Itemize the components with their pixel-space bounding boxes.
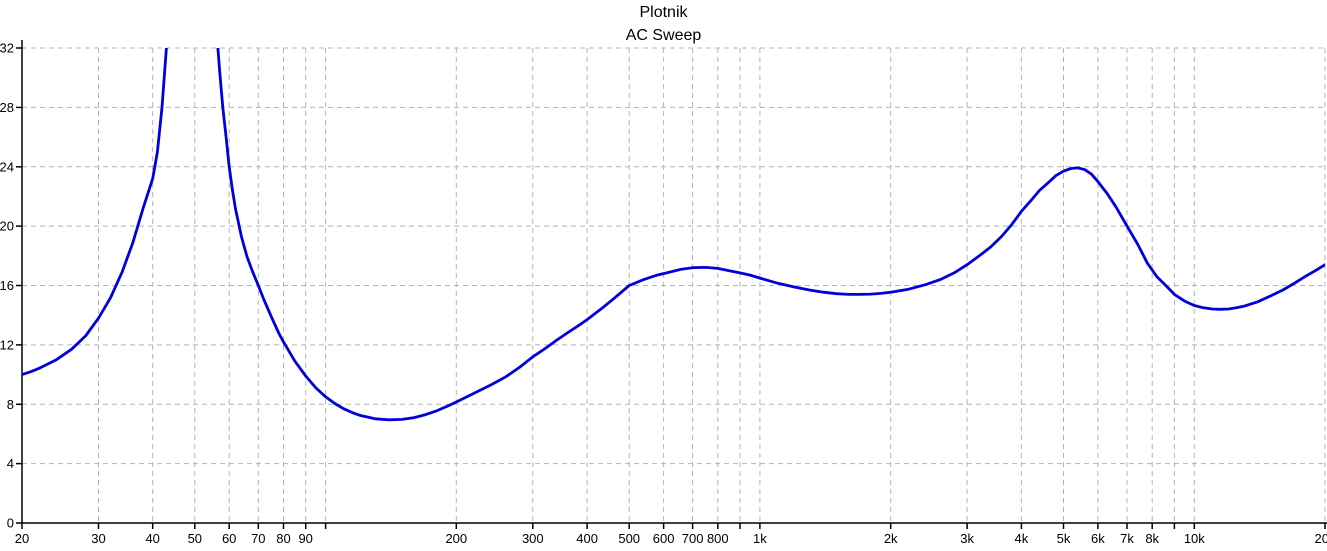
x-tick-label: 3k — [960, 531, 974, 546]
x-tick-label: 8k — [1145, 531, 1159, 546]
x-tick-label: 4k — [1015, 531, 1029, 546]
x-tick-label: 60 — [222, 531, 236, 546]
y-tick-label: 0 — [7, 516, 14, 531]
x-tick-label: 400 — [576, 531, 598, 546]
x-tick-label: 200 — [445, 531, 467, 546]
x-tick-label: 300 — [522, 531, 544, 546]
x-tick-label: 6k — [1091, 531, 1105, 546]
x-tick-label: 30 — [91, 531, 105, 546]
chart-title: Plotnik — [639, 4, 688, 21]
x-tick-label: 800 — [707, 531, 729, 546]
x-tick-label: 600 — [653, 531, 675, 546]
x-tick-label: 80 — [276, 531, 290, 546]
y-tick-label: 4 — [7, 456, 14, 471]
y-tick-label: 24 — [0, 159, 14, 174]
x-tick-label: 40 — [145, 531, 159, 546]
x-tick-label: 7k — [1120, 531, 1134, 546]
y-tick-label: 8 — [7, 397, 14, 412]
x-tick-label: 20 — [15, 531, 29, 546]
x-tick-label: 500 — [618, 531, 640, 546]
chart-header: Plotnik AC Sweep — [0, 1, 1327, 47]
x-tick-label: 20k — [1315, 531, 1327, 546]
x-tick-label: 5k — [1057, 531, 1071, 546]
y-tick-label: 32 — [0, 41, 14, 56]
x-tick-label: 50 — [188, 531, 202, 546]
y-tick-label: 20 — [0, 219, 14, 234]
trace-line — [22, 48, 1325, 422]
x-tick-label: 10k — [1184, 531, 1205, 546]
x-tick-label: 1k — [753, 531, 767, 546]
y-tick-label: 12 — [0, 337, 14, 352]
chart-subtitle: AC Sweep — [625, 27, 702, 44]
y-tick-label: 28 — [0, 100, 14, 115]
x-tick-label: 700 — [682, 531, 704, 546]
y-tick-label: 16 — [0, 278, 14, 293]
x-tick-label: 2k — [884, 531, 898, 546]
x-tick-label: 70 — [251, 531, 265, 546]
x-tick-label: 90 — [298, 531, 312, 546]
